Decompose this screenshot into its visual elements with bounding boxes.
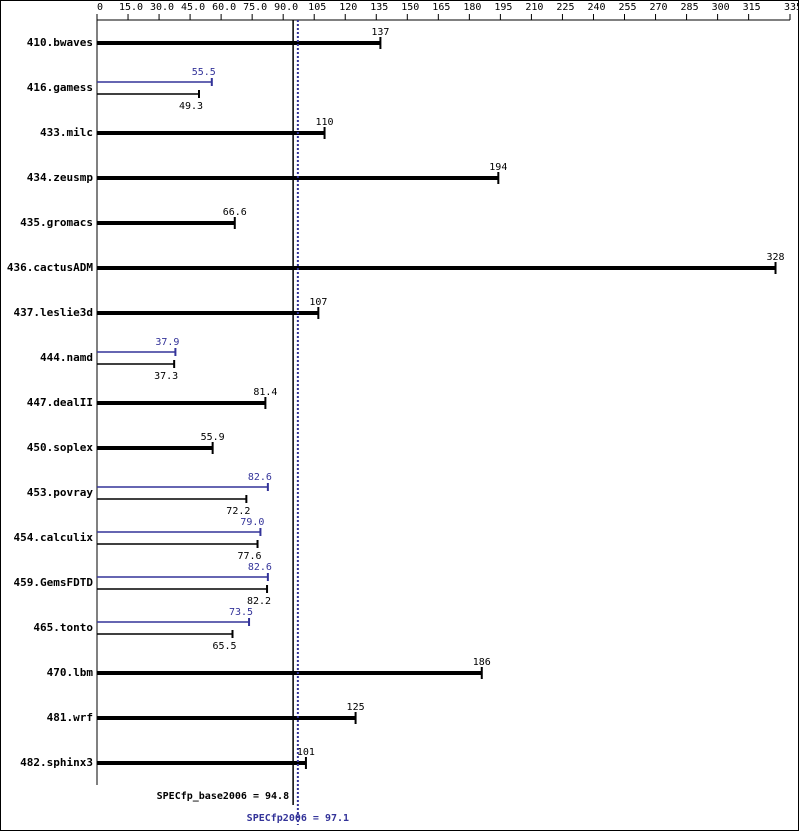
- value-label: 82.6: [248, 472, 272, 483]
- value-label: 82.2: [247, 596, 271, 607]
- value-label: 55.5: [192, 67, 216, 78]
- value-label: 186: [473, 657, 491, 668]
- x-tick-label: 90.0: [274, 2, 298, 13]
- value-label: 137: [371, 27, 389, 38]
- value-label: 73.5: [229, 607, 253, 618]
- value-label: 107: [309, 297, 327, 308]
- x-tick-label: 285: [681, 2, 699, 13]
- x-tick-label: 45.0: [181, 2, 205, 13]
- category-label: 453.povray: [27, 486, 94, 499]
- x-tick-label: 135: [370, 2, 388, 13]
- x-tick-label: 210: [525, 2, 543, 13]
- x-tick-label: 75.0: [243, 2, 267, 13]
- x-tick-label: 335: [784, 2, 799, 13]
- x-tick-label: 105: [308, 2, 326, 13]
- x-tick-label: 15.0: [119, 2, 143, 13]
- value-label: 72.2: [226, 506, 250, 517]
- category-label: 450.soplex: [27, 441, 94, 454]
- value-label: 82.6: [248, 562, 272, 573]
- value-label: 66.6: [223, 207, 247, 218]
- x-tick-label: 225: [556, 2, 574, 13]
- value-label: 55.9: [201, 432, 225, 443]
- category-label: 481.wrf: [47, 711, 93, 724]
- value-label: 49.3: [179, 101, 203, 112]
- value-label: 81.4: [253, 387, 277, 398]
- x-tick-label: 300: [712, 2, 730, 13]
- reference-label: SPECfp2006 = 97.1: [247, 813, 349, 824]
- x-tick-label: 150: [401, 2, 419, 13]
- category-label: 437.leslie3d: [14, 306, 93, 319]
- value-label: 37.3: [154, 371, 178, 382]
- x-tick-label: 315: [743, 2, 761, 13]
- x-tick-label: 165: [432, 2, 450, 13]
- category-label: 410.bwaves: [27, 36, 93, 49]
- value-label: 328: [766, 252, 784, 263]
- x-tick-label: 195: [494, 2, 512, 13]
- category-label: 482.sphinx3: [20, 756, 93, 769]
- category-label: 454.calculix: [14, 531, 94, 544]
- x-tick-label: 30.0: [150, 2, 174, 13]
- value-label: 65.5: [212, 641, 236, 652]
- category-label: 447.dealII: [27, 396, 93, 409]
- x-tick-label: 60.0: [212, 2, 236, 13]
- category-label: 435.gromacs: [20, 216, 93, 229]
- category-label: 416.gamess: [27, 81, 93, 94]
- value-label: 79.0: [240, 517, 264, 528]
- x-tick-label: 120: [339, 2, 357, 13]
- category-label: 436.cactusADM: [7, 261, 93, 274]
- x-tick-label: 0: [97, 2, 103, 13]
- x-tick-label: 240: [587, 2, 605, 13]
- x-tick-label: 180: [463, 2, 481, 13]
- category-label: 434.zeusmp: [27, 171, 94, 184]
- value-label: 101: [297, 747, 315, 758]
- x-tick-label: 270: [650, 2, 668, 13]
- value-label: 110: [316, 117, 334, 128]
- reference-label: SPECfp_base2006 = 94.8: [157, 791, 289, 802]
- category-label: 444.namd: [40, 351, 93, 364]
- value-label: 77.6: [237, 551, 261, 562]
- category-label: 470.lbm: [47, 666, 94, 679]
- category-label: 459.GemsFDTD: [14, 576, 94, 589]
- value-label: 125: [347, 702, 365, 713]
- category-label: 433.milc: [40, 126, 93, 139]
- category-label: 465.tonto: [33, 621, 93, 634]
- value-label: 194: [489, 162, 507, 173]
- value-label: 37.9: [155, 337, 179, 348]
- x-tick-label: 255: [618, 2, 636, 13]
